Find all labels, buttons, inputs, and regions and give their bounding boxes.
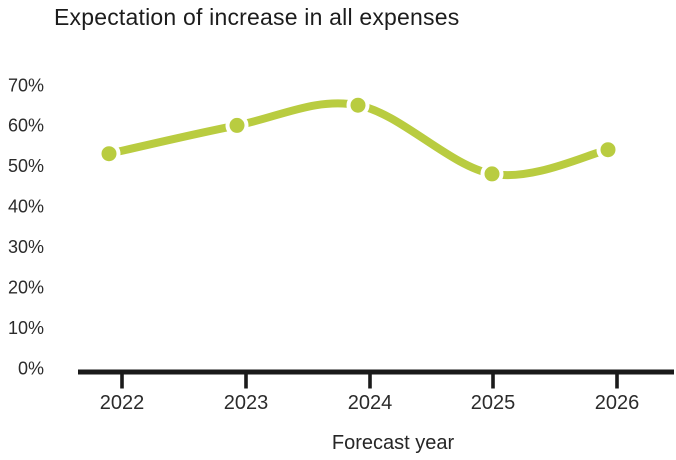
- y-tick-label: 40%: [8, 197, 44, 217]
- x-tick-mark: [491, 373, 495, 389]
- y-tick-label: 30%: [8, 237, 44, 257]
- y-tick-label: 10%: [8, 318, 44, 338]
- x-axis-line: [78, 369, 674, 375]
- x-tick-label: 2022: [100, 392, 145, 414]
- y-tick-label: 60%: [8, 116, 44, 136]
- x-tick-mark: [615, 373, 619, 389]
- y-tick-label: 50%: [8, 156, 44, 176]
- x-tick-label: 2026: [595, 392, 640, 414]
- x-tick-label: 2024: [348, 392, 393, 414]
- x-axis-label: Forecast year: [331, 432, 455, 454]
- y-tick-label: 20%: [8, 277, 44, 297]
- y-tick-label: 0%: [18, 358, 44, 378]
- data-point-2026: [596, 138, 620, 162]
- data-point-2023: [225, 113, 249, 137]
- x-tick-mark: [120, 373, 124, 389]
- data-point-2025: [480, 162, 504, 186]
- y-tick-label: 70%: [8, 75, 44, 95]
- x-tick-label: 2023: [224, 392, 269, 414]
- x-tick-label: 2025: [471, 392, 516, 414]
- x-tick-mark: [368, 373, 372, 389]
- data-point-2024: [346, 93, 370, 117]
- chart-title: Expectation of increase in all expenses: [54, 4, 460, 30]
- data-point-2022: [97, 142, 121, 166]
- x-tick-mark: [244, 373, 248, 389]
